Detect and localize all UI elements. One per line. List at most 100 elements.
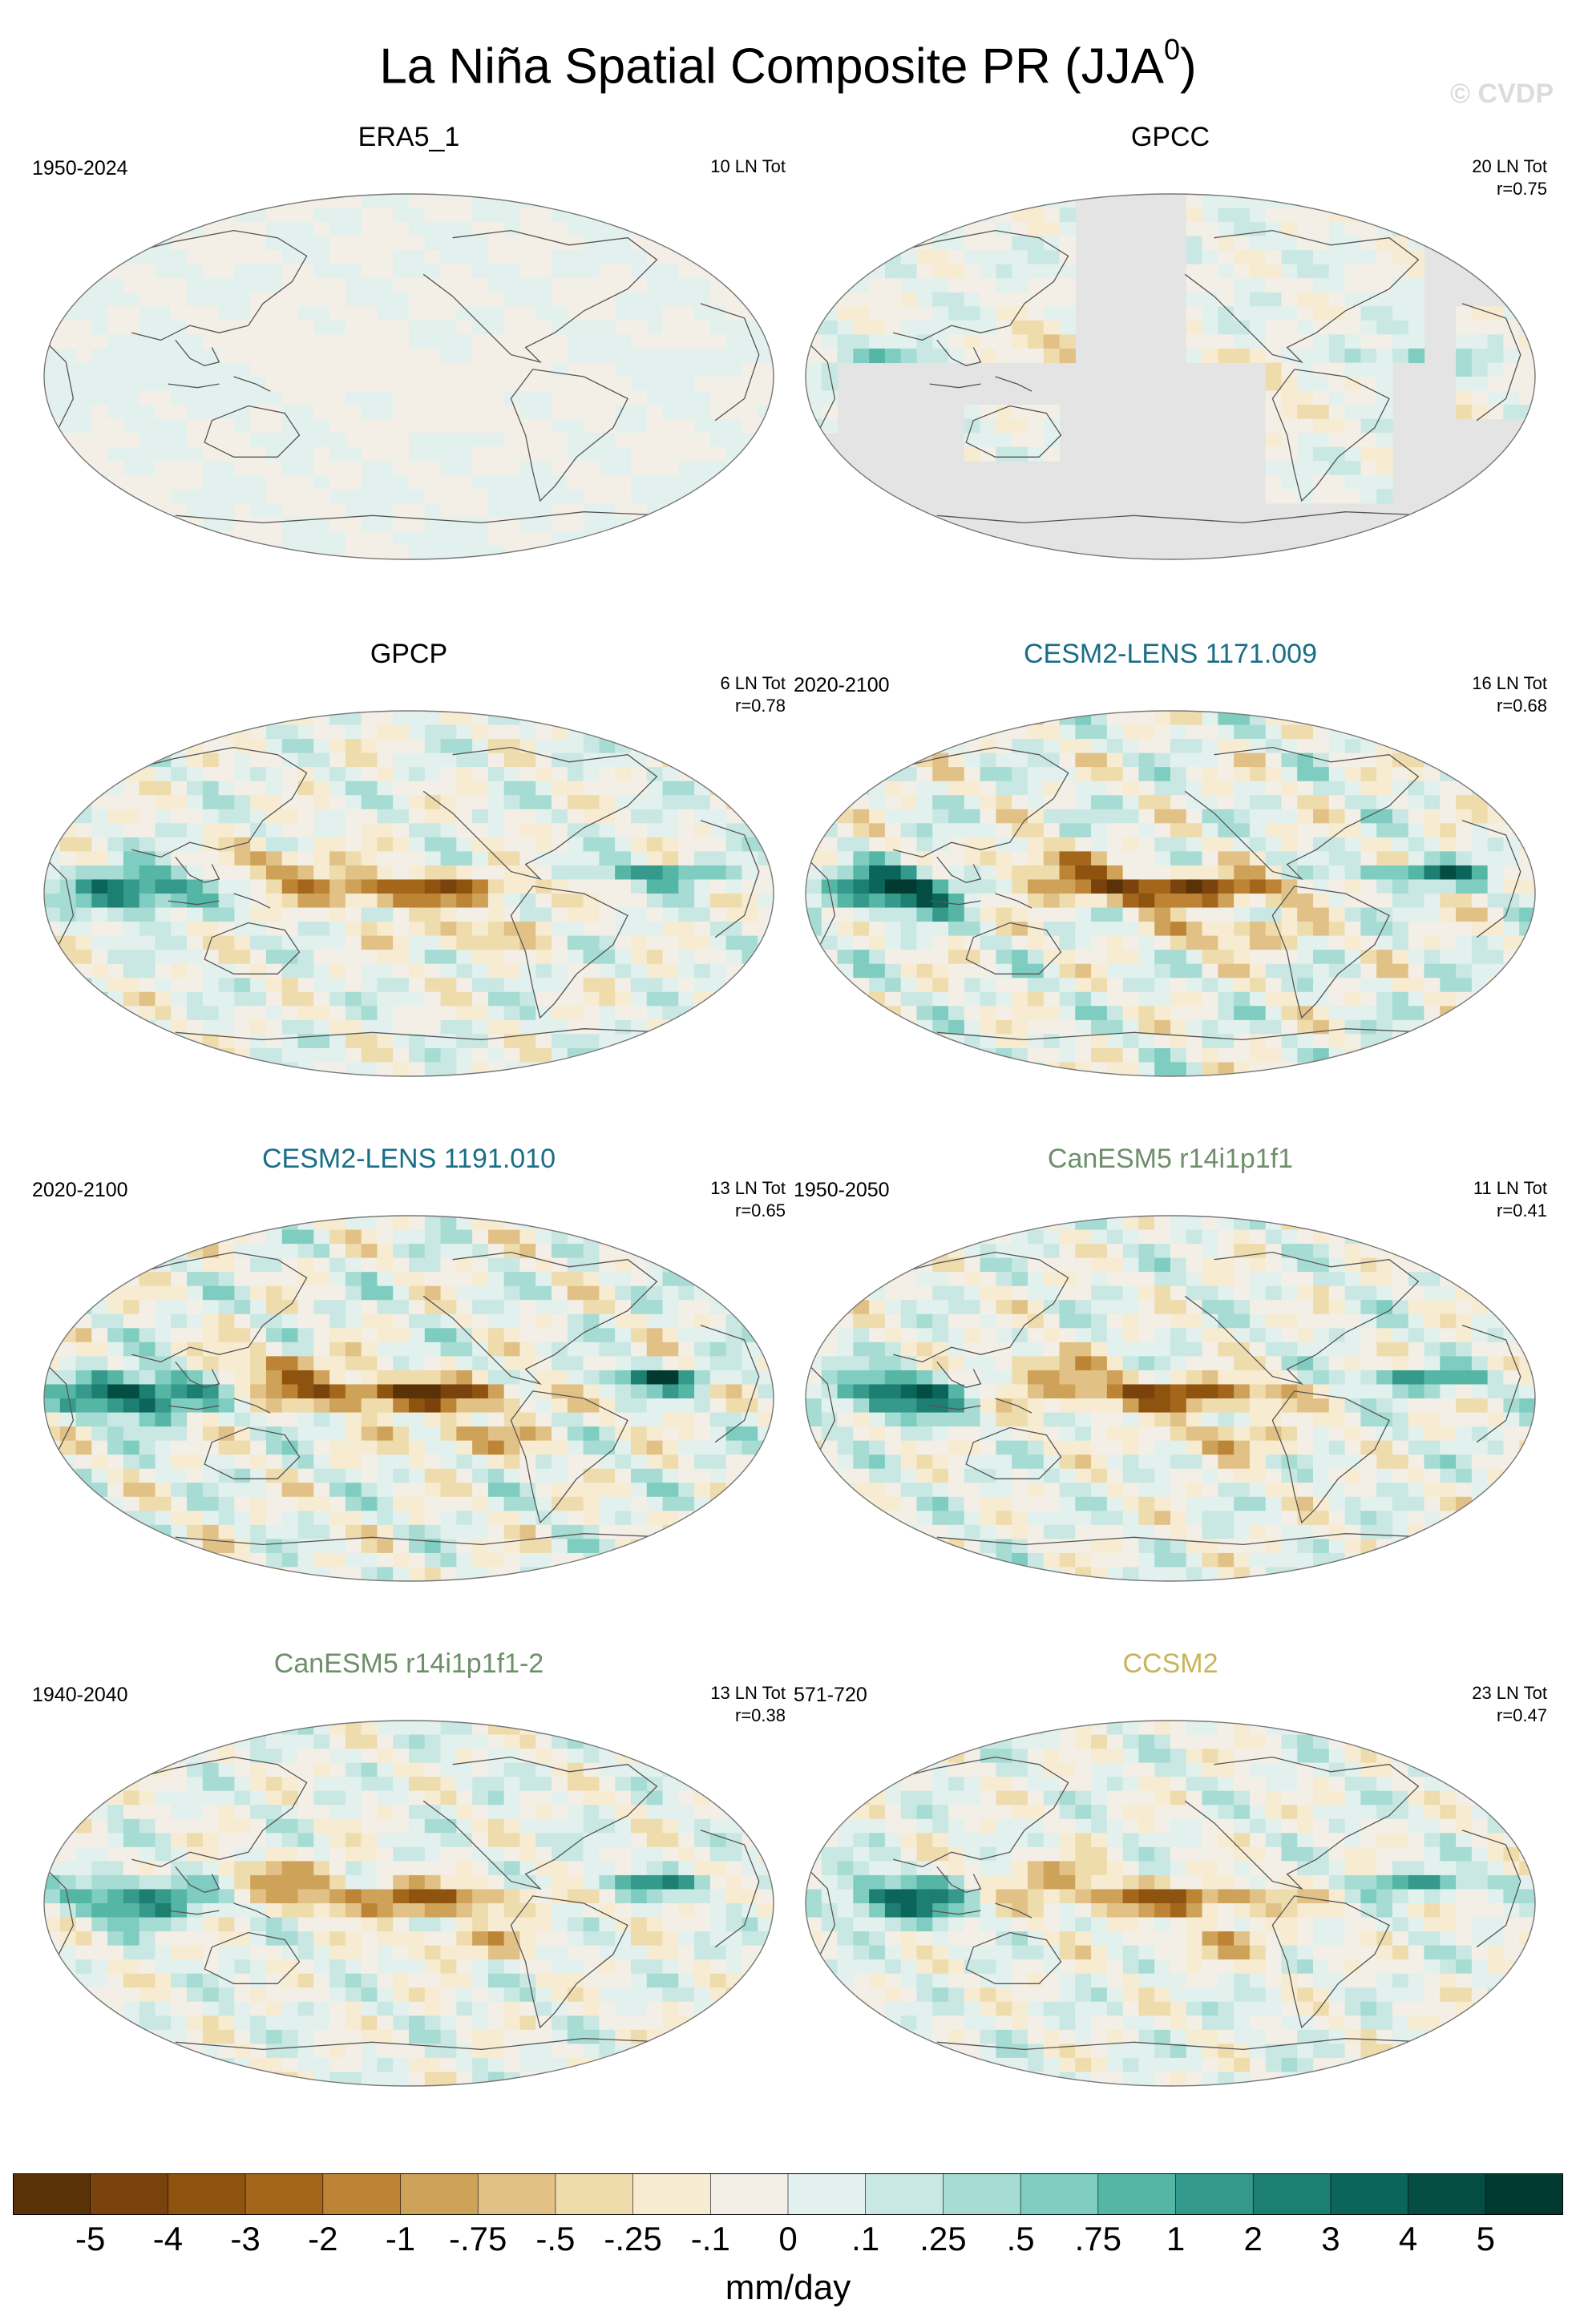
grid-cell: [678, 894, 695, 909]
grid-cell: [884, 1062, 902, 1076]
panel-stats: 20 LN Tot r=0.75: [1472, 155, 1547, 200]
grid-cell: [1344, 837, 1361, 852]
grid-cell: [313, 1313, 330, 1329]
grid-cell: [1487, 922, 1505, 937]
grid-cell: [218, 752, 235, 768]
grid-cell: [1154, 795, 1171, 810]
grid-cell: [853, 222, 870, 237]
grid-cell: [916, 935, 933, 950]
grid-cell: [1106, 781, 1124, 796]
grid-cell: [821, 950, 839, 965]
grid-cell: [535, 978, 552, 993]
grid-cell: [980, 823, 996, 838]
grid-cell: [361, 1019, 378, 1035]
grid-cell: [630, 1034, 648, 1049]
grid-cell: [75, 851, 92, 866]
grid-cell: [345, 1552, 362, 1568]
grid-cell: [1154, 879, 1171, 894]
grid-cell: [1106, 1006, 1124, 1021]
grid-cell: [821, 978, 839, 993]
grid-cell: [519, 433, 536, 448]
grid-cell: [694, 194, 711, 209]
grid-cell: [1218, 194, 1235, 209]
grid-cell: [552, 264, 568, 279]
grid-cell: [932, 348, 949, 364]
grid-cell: [1281, 978, 1298, 993]
grid-cell: [250, 711, 267, 726]
grid-cell: [44, 292, 61, 307]
grid-cell: [567, 865, 584, 881]
grid-cell: [456, 1426, 473, 1442]
grid-cell: [472, 1412, 489, 1427]
grid-cell: [630, 837, 648, 852]
grid-cell: [218, 1272, 235, 1287]
grid-cell: [694, 1062, 711, 1076]
grid-cell: [202, 1257, 220, 1273]
grid-cell: [155, 1524, 172, 1539]
grid-cell: [552, 278, 568, 293]
grid-cell: [107, 405, 124, 420]
grid-cell: [281, 320, 299, 335]
grid-cell: [361, 1412, 378, 1427]
grid-cell: [1503, 851, 1520, 866]
grid-cell: [948, 264, 965, 279]
grid-cell: [91, 837, 108, 852]
grid-cell: [345, 978, 362, 993]
grid-cell: [1408, 724, 1425, 740]
grid-cell: [742, 795, 758, 810]
grid-cell: [250, 545, 267, 559]
grid-cell: [281, 250, 299, 265]
grid-cell: [202, 1285, 220, 1301]
grid-cell: [91, 348, 108, 364]
grid-cell: [409, 1496, 426, 1511]
grid-cell: [1265, 767, 1283, 782]
grid-cell: [1218, 894, 1235, 909]
grid-cell: [694, 517, 711, 532]
grid-cell: [1440, 1019, 1457, 1035]
grid-cell: [107, 1483, 124, 1498]
grid-cell: [583, 320, 600, 335]
grid-cell: [678, 739, 695, 754]
grid-cell: [91, 724, 108, 740]
grid-cell: [1503, 1034, 1520, 1049]
grid-cell: [329, 222, 346, 237]
grid-cell: [964, 978, 981, 993]
grid-cell: [1328, 991, 1346, 1007]
grid-cell: [709, 724, 727, 740]
grid-cell: [218, 1356, 235, 1371]
grid-cell: [377, 781, 394, 796]
grid-cell: [281, 711, 299, 726]
grid-cell: [171, 894, 188, 909]
map-panel-2: GPCC 20 LN Tot r=0.75: [794, 120, 1547, 625]
grid-cell: [234, 767, 251, 782]
grid-cell: [171, 264, 188, 279]
grid-cell: [1503, 837, 1520, 852]
grid-cell: [884, 922, 902, 937]
grid-cell: [853, 767, 870, 782]
grid-cell: [265, 474, 283, 490]
grid-cell: [630, 795, 648, 810]
grid-cell: [393, 405, 410, 420]
grid-cell: [107, 809, 124, 824]
grid-cell: [409, 236, 426, 251]
grid-cell: [265, 879, 283, 894]
grid-cell: [472, 1524, 489, 1539]
grid-cell: [361, 1426, 378, 1442]
coastline: [175, 1028, 672, 1041]
grid-cell: [409, 1567, 426, 1581]
grid-cell: [535, 1019, 552, 1035]
grid-cell: [916, 823, 933, 838]
grid-cell: [1202, 1034, 1218, 1049]
grid-cell: [1043, 809, 1061, 824]
grid-cell: [393, 795, 410, 810]
grid-cell: [1344, 433, 1361, 448]
grid-cell: [1043, 935, 1061, 950]
panel-stat-line: r=0.78: [735, 696, 786, 716]
grid-cell: [187, 306, 204, 321]
grid-cell: [1471, 767, 1489, 782]
grid-cell: [171, 1229, 188, 1245]
grid-cell: [234, 1257, 251, 1273]
grid-cell: [409, 264, 426, 279]
grid-cell: [265, 1370, 283, 1386]
grid-cell: [1186, 306, 1203, 321]
